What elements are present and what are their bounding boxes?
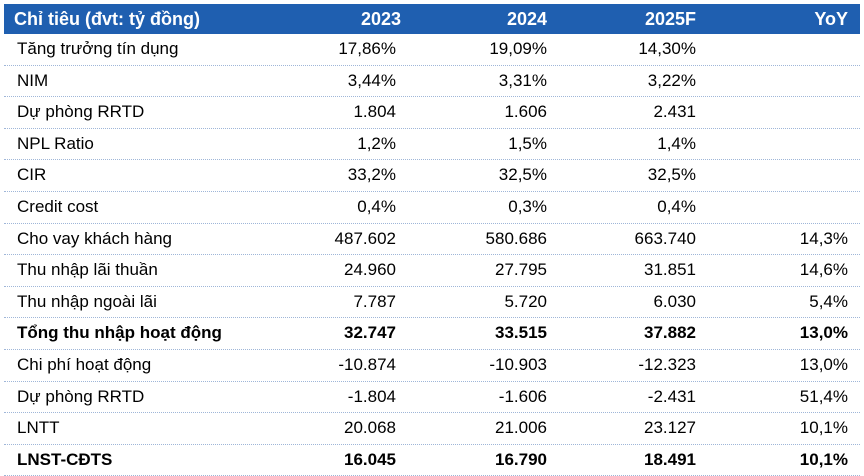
- cell-yoy: 10,1%: [799, 449, 848, 469]
- cell-2025f: 3,22%: [647, 70, 696, 90]
- cell-yoy: 10,1%: [799, 418, 848, 438]
- table-row: Credit cost 0,4% 0,3% 0,4%: [4, 192, 860, 224]
- cell-2023: 24.960: [344, 260, 396, 280]
- row-label: LNST-CĐTS: [17, 449, 113, 469]
- cell-2023: 20.068: [344, 418, 396, 438]
- row-label: NIM: [17, 70, 49, 90]
- table-row: NIM 3,44% 3,31% 3,22%: [4, 66, 860, 98]
- cell-2025f: 663.740: [634, 228, 696, 248]
- cell-2023: 33,2%: [347, 165, 396, 185]
- row-label: Dự phòng RRTD: [17, 386, 145, 406]
- cell-2023: 1,2%: [357, 133, 396, 153]
- cell-2025f: 37.882: [644, 323, 696, 343]
- cell-2024: 32,5%: [498, 165, 547, 185]
- row-label: Thu nhập lãi thuần: [17, 260, 158, 280]
- cell-2024: -10.903: [489, 354, 547, 374]
- row-label: NPL Ratio: [17, 133, 94, 153]
- cell-2024: 33.515: [495, 323, 547, 343]
- cell-2025f: 6.030: [653, 291, 696, 311]
- table-body: Tăng trưởng tín dụng 17,86% 19,09% 14,30…: [4, 34, 860, 476]
- cell-yoy: 14,3%: [799, 228, 848, 248]
- table-row-net-profit: LNST-CĐTS 16.045 16.790 18.491 10,1%: [4, 445, 860, 476]
- cell-2025f: 2.431: [653, 102, 696, 122]
- cell-2025f: 32,5%: [647, 165, 696, 185]
- row-label: CIR: [17, 165, 47, 185]
- row-label: Credit cost: [17, 196, 99, 216]
- table-header: Chỉ tiêu (đvt: tỷ đồng) 2023 2024 2025F …: [4, 4, 860, 34]
- row-label: Chi phí hoạt động: [17, 354, 152, 374]
- cell-2023: 0,4%: [357, 196, 396, 216]
- table-row: Tăng trưởng tín dụng 17,86% 19,09% 14,30…: [4, 34, 860, 66]
- table-row: Dự phòng RRTD 1.804 1.606 2.431: [4, 97, 860, 129]
- cell-2025f: 1,4%: [657, 133, 696, 153]
- cell-2024: 27.795: [495, 260, 547, 280]
- cell-2024: 1.606: [504, 102, 547, 122]
- cell-yoy: 51,4%: [799, 386, 848, 406]
- table-row-total-operating-income: Tổng thu nhập hoạt động 32.747 33.515 37…: [4, 318, 860, 350]
- cell-yoy: 5,4%: [809, 291, 848, 311]
- row-label: Dự phòng RRTD: [17, 102, 145, 122]
- header-2023: 2023: [360, 9, 401, 29]
- cell-2023: 32.747: [344, 323, 396, 343]
- table-row: Cho vay khách hàng 487.602 580.686 663.7…: [4, 224, 860, 256]
- cell-2025f: 31.851: [644, 260, 696, 280]
- cell-2023: 3,44%: [347, 70, 396, 90]
- row-label: Tăng trưởng tín dụng: [17, 39, 179, 58]
- cell-yoy: 13,0%: [799, 354, 848, 374]
- cell-2025f: 14,30%: [638, 39, 696, 58]
- table-row: Chi phí hoạt động -10.874 -10.903 -12.32…: [4, 350, 860, 382]
- cell-2023: 487.602: [334, 228, 396, 248]
- cell-2025f: 18.491: [644, 449, 696, 469]
- cell-2025f: -12.323: [638, 354, 696, 374]
- cell-2023: -10.874: [338, 354, 396, 374]
- cell-2024: 16.790: [495, 449, 547, 469]
- cell-yoy: 13,0%: [799, 323, 848, 343]
- cell-2025f: 23.127: [644, 418, 696, 438]
- row-label: LNTT: [17, 418, 60, 438]
- header-2025f: 2025F: [644, 9, 696, 29]
- cell-2024: 21.006: [495, 418, 547, 438]
- table-row: CIR 33,2% 32,5% 32,5%: [4, 160, 860, 192]
- cell-2023: 16.045: [344, 449, 396, 469]
- cell-2024: 1,5%: [508, 133, 547, 153]
- table-row: Dự phòng RRTD -1.804 -1.606 -2.431 51,4%: [4, 382, 860, 414]
- cell-2024: 3,31%: [498, 70, 547, 90]
- cell-2023: 17,86%: [338, 39, 396, 58]
- cell-yoy: 14,6%: [799, 260, 848, 280]
- table-row: Thu nhập lãi thuần 24.960 27.795 31.851 …: [4, 255, 860, 287]
- row-label: Thu nhập ngoài lãi: [17, 291, 157, 311]
- row-label: Cho vay khách hàng: [17, 228, 172, 248]
- cell-2024: 0,3%: [508, 196, 547, 216]
- cell-2023: 7.787: [353, 291, 396, 311]
- table-row: LNTT 20.068 21.006 23.127 10,1%: [4, 413, 860, 445]
- cell-2025f: -2.431: [647, 386, 696, 406]
- header-yoy: YoY: [814, 9, 848, 29]
- header-2024: 2024: [506, 9, 547, 29]
- table-row: Thu nhập ngoài lãi 7.787 5.720 6.030 5,4…: [4, 287, 860, 319]
- row-label: Tổng thu nhập hoạt động: [17, 323, 222, 343]
- cell-2024: 5.720: [504, 291, 547, 311]
- cell-2024: -1.606: [498, 386, 547, 406]
- header-label: Chỉ tiêu (đvt: tỷ đồng): [14, 9, 200, 29]
- table-row: NPL Ratio 1,2% 1,5% 1,4%: [4, 129, 860, 161]
- cell-2024: 19,09%: [489, 39, 547, 58]
- cell-2023: -1.804: [347, 386, 396, 406]
- cell-2025f: 0,4%: [657, 196, 696, 216]
- cell-2023: 1.804: [353, 102, 396, 122]
- cell-2024: 580.686: [485, 228, 547, 248]
